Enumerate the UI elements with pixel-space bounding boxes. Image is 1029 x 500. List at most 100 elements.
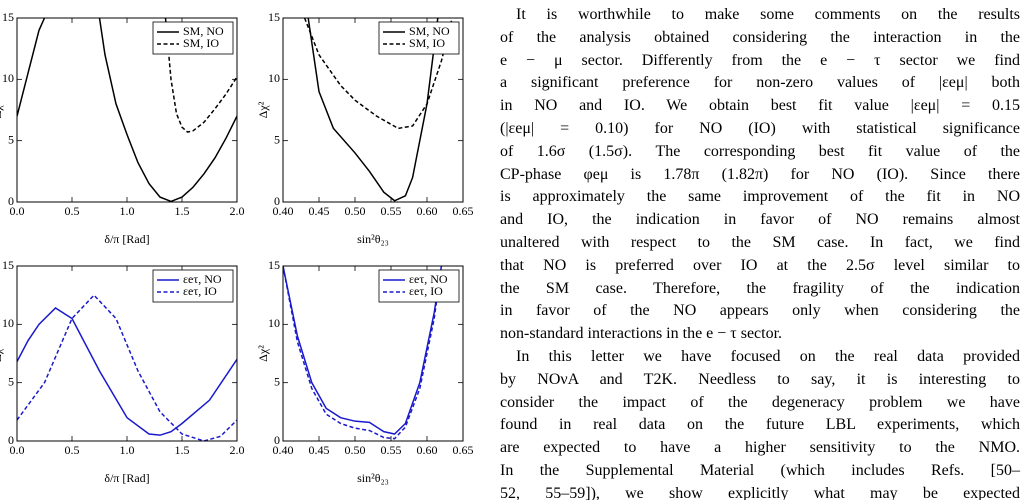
text-line: consider the impact of the degeneracy pr… [500,393,1020,411]
y-axis-label: Δχ² [0,101,4,118]
x-tick-label: 0.65 [453,204,474,218]
text-line: in NO and IO. We obtain best fit value |… [500,97,1020,115]
legend-label: SM, NO [183,24,224,38]
y-tick-label: 15 [2,258,14,272]
y-axis-label: Δχ² [256,345,270,362]
x-tick-label: 0.5 [65,443,80,457]
y-tick-label: 10 [268,316,280,330]
panel: 0.40 0.45 0.50 0.55 0.60 0.65 0 5 10 15 sin²θ₂₃ Δχ²… [256,10,474,246]
x-tick-label: 0.55 [381,204,402,218]
plot-frame [16,17,238,203]
x-tick-label: 0.5 [65,204,80,218]
text-line: CP-phase φeμ is 1.78π (1.82π) for NO (IO… [500,165,1020,183]
y-tick-label: 10 [2,71,14,85]
text-line: found in real data on the future LBL exp… [500,416,1020,434]
x-tick-label: 0.0 [10,443,25,457]
legend-label: SM, IO [409,36,445,50]
data-line [283,266,443,440]
text-line: e − μ sector. Differently from the e − τ… [500,51,1020,69]
data-line [307,18,439,202]
x-tick-label: 2.0 [230,204,245,218]
text-line: by NOνA and T2K. Needless to say, it is … [500,370,1020,388]
y-tick-label: 15 [2,10,14,24]
text-line: of 1.6σ (1.5σ). The corresponding best f… [500,142,1020,160]
y-tick-label: 10 [268,71,280,85]
y-tick-label: 5 [274,374,280,388]
x-tick-label: 0.0 [10,204,25,218]
text-line: 52, 55–59]), we show explicitly what may… [500,484,1020,500]
x-axis-label: sin²θ₂₃ [357,232,389,246]
legend-label: εeτ, IO [183,284,217,298]
y-tick-label: 15 [268,258,280,272]
legend-label: εeτ, NO [409,272,448,286]
x-tick-label: 0.50 [345,443,366,457]
legend-box [378,21,460,55]
y-tick-label: 0 [8,194,14,208]
text-line: a significant preference for non-zero va… [500,74,1020,92]
data-line [17,18,237,202]
data-line [164,18,237,133]
data-line [303,18,453,130]
y-tick-label: 0 [274,194,280,208]
x-tick-label: 0.60 [417,204,438,218]
text-line: the SM case. Therefore, the fragility of… [500,279,1020,297]
x-tick-label: 0.40 [273,204,294,218]
text-line: and IO, the indication in favor of NO re… [500,211,1020,229]
y-axis-label: Δχ² [0,345,4,362]
text-line: of the analysis obtained considering the… [500,28,1020,46]
text-line: non-standard interactions in the e − τ s… [500,325,783,343]
text-line: (|εeμ| = 0.10) for NO (IO) with statisti… [500,119,1020,137]
text-line: in favor of the NO appears only when con… [500,302,1020,320]
y-tick-label: 0 [8,433,14,447]
text-line: that NO is preferred over IO at the 2.5σ… [500,256,1020,274]
x-tick-label: 0.50 [345,204,366,218]
x-axis-label: δ/π [Rad] [104,471,149,485]
legend-box [152,21,234,55]
y-tick-label: 5 [8,132,14,146]
legend-box [152,269,234,303]
x-tick-label: 0.65 [453,443,474,457]
data-line [17,294,237,441]
x-tick-label: 0.45 [309,204,330,218]
x-tick-label: 0.45 [309,443,330,457]
legend-box [378,269,460,303]
x-axis-label: δ/π [Rad] [104,232,149,246]
panel: 0.0 0.5 1.0 1.5 2.0 0 5 10 15 δ/π [Rad] Δχ² εeτ, NO… [0,258,245,485]
x-tick-label: 0.60 [417,443,438,457]
x-tick-label: 1.0 [120,443,135,457]
x-axis-label: sin²θ₂₃ [357,471,389,485]
y-tick-label: 10 [2,316,14,330]
legend-label: SM, NO [409,24,450,38]
plot-frame [282,17,464,203]
y-tick-label: 15 [268,10,280,24]
x-tick-label: 0.40 [273,443,294,457]
plot-frame [282,265,464,442]
y-tick-label: 5 [274,132,280,146]
x-tick-label: 1.5 [175,443,190,457]
text-line: unaltered with respect to the SM case. I… [500,233,1020,251]
y-tick-label: 0 [274,433,280,447]
y-axis-label: Δχ² [256,101,270,118]
text-line: In the Supplemental Material (which incl… [500,461,1020,479]
x-tick-label: 1.5 [175,204,190,218]
data-line [17,307,237,436]
text-line: is approximately the same improvement of… [500,188,1020,206]
text-column: It is worthwhile to make some comments o… [500,4,1020,500]
text-line: are expected to have a higher sensitivit… [500,439,1020,457]
legend-label: εeτ, IO [409,284,443,298]
x-tick-label: 1.0 [120,204,135,218]
legend-label: εeτ, NO [183,272,222,286]
y-tick-label: 5 [8,374,14,388]
x-tick-label: 2.0 [230,443,245,457]
panel: 0.0 0.5 1.0 1.5 2.0 0 5 10 15 δ/π [Rad] Δχ² SM, NOS… [0,10,245,246]
data-line [283,266,443,435]
panel: 0.40 0.45 0.50 0.55 0.60 0.65 0 5 10 15 sin²θ₂₃ Δχ²… [256,258,474,485]
x-tick-label: 0.55 [381,443,402,457]
text-line: It is worthwhile to make some comments o… [516,6,1020,23]
text-line: In this letter we have focused on the re… [516,347,1020,365]
legend-label: SM, IO [183,36,219,50]
plot-frame [16,265,238,442]
